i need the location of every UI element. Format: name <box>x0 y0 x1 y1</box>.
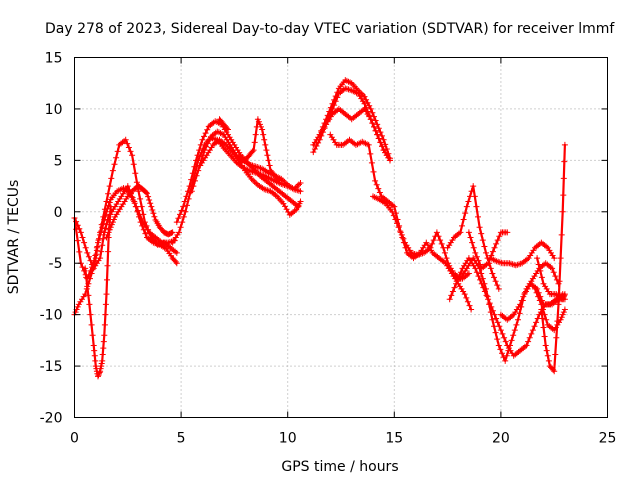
data-point-markers <box>216 116 231 133</box>
series-arc-7 <box>173 118 302 226</box>
series-arc-15 <box>327 131 475 313</box>
data-point-markers <box>327 131 475 313</box>
chart-title: Day 278 of 2023, Sidereal Day-to-day VTE… <box>45 21 615 37</box>
series-arc-21 <box>487 239 558 269</box>
series-arc-25 <box>534 255 568 303</box>
data-point-markers <box>103 183 176 241</box>
data-point-markers <box>316 105 393 164</box>
data-point-markers <box>444 255 566 364</box>
x-tick-label: 0 <box>70 431 79 447</box>
data-point-markers <box>71 136 180 282</box>
series-arc-3 <box>71 185 178 318</box>
series-arc-19 <box>446 255 568 359</box>
y-tick-label: -15 <box>40 359 63 375</box>
x-axis-title: GPS time / hours <box>281 459 398 475</box>
plot-frame <box>74 57 608 418</box>
x-tick-label: 25 <box>599 431 617 447</box>
x-tick-label: 15 <box>385 431 403 447</box>
series-arc-1 <box>71 136 180 282</box>
series-arc-11 <box>237 116 283 184</box>
data-point-markers <box>237 116 283 184</box>
series-arc-10 <box>216 116 231 133</box>
axis-ticks: 0 5 10 15 20 25 -20 -15 -10 -5 0 5 10 15 <box>40 51 617 447</box>
data-point-markers <box>534 255 568 303</box>
data-point-markers <box>487 239 558 269</box>
y-axis-title: SDTVAR / TECUs <box>6 180 22 295</box>
data-point-markers <box>538 141 568 375</box>
y-tick-label: -20 <box>40 411 63 427</box>
series-arc-18 <box>444 255 566 364</box>
series-arc-24 <box>538 141 568 375</box>
y-tick-label: 5 <box>54 153 63 169</box>
y-tick-label: -10 <box>40 308 63 324</box>
plot-data <box>71 77 568 380</box>
series-arc-14 <box>316 105 393 164</box>
y-tick-label: -5 <box>49 256 63 272</box>
data-point-markers <box>446 255 568 359</box>
series-arc-5 <box>103 183 176 241</box>
y-tick-label: 15 <box>45 51 63 67</box>
series-arc-17 <box>444 183 502 292</box>
y-tick-label: 0 <box>54 205 63 221</box>
x-tick-label: 20 <box>492 431 510 447</box>
x-tick-label: 10 <box>279 431 297 447</box>
y-tick-label: 10 <box>45 102 63 118</box>
x-tick-label: 5 <box>177 431 186 447</box>
series-arc-6 <box>169 134 304 246</box>
data-point-markers <box>173 118 302 226</box>
